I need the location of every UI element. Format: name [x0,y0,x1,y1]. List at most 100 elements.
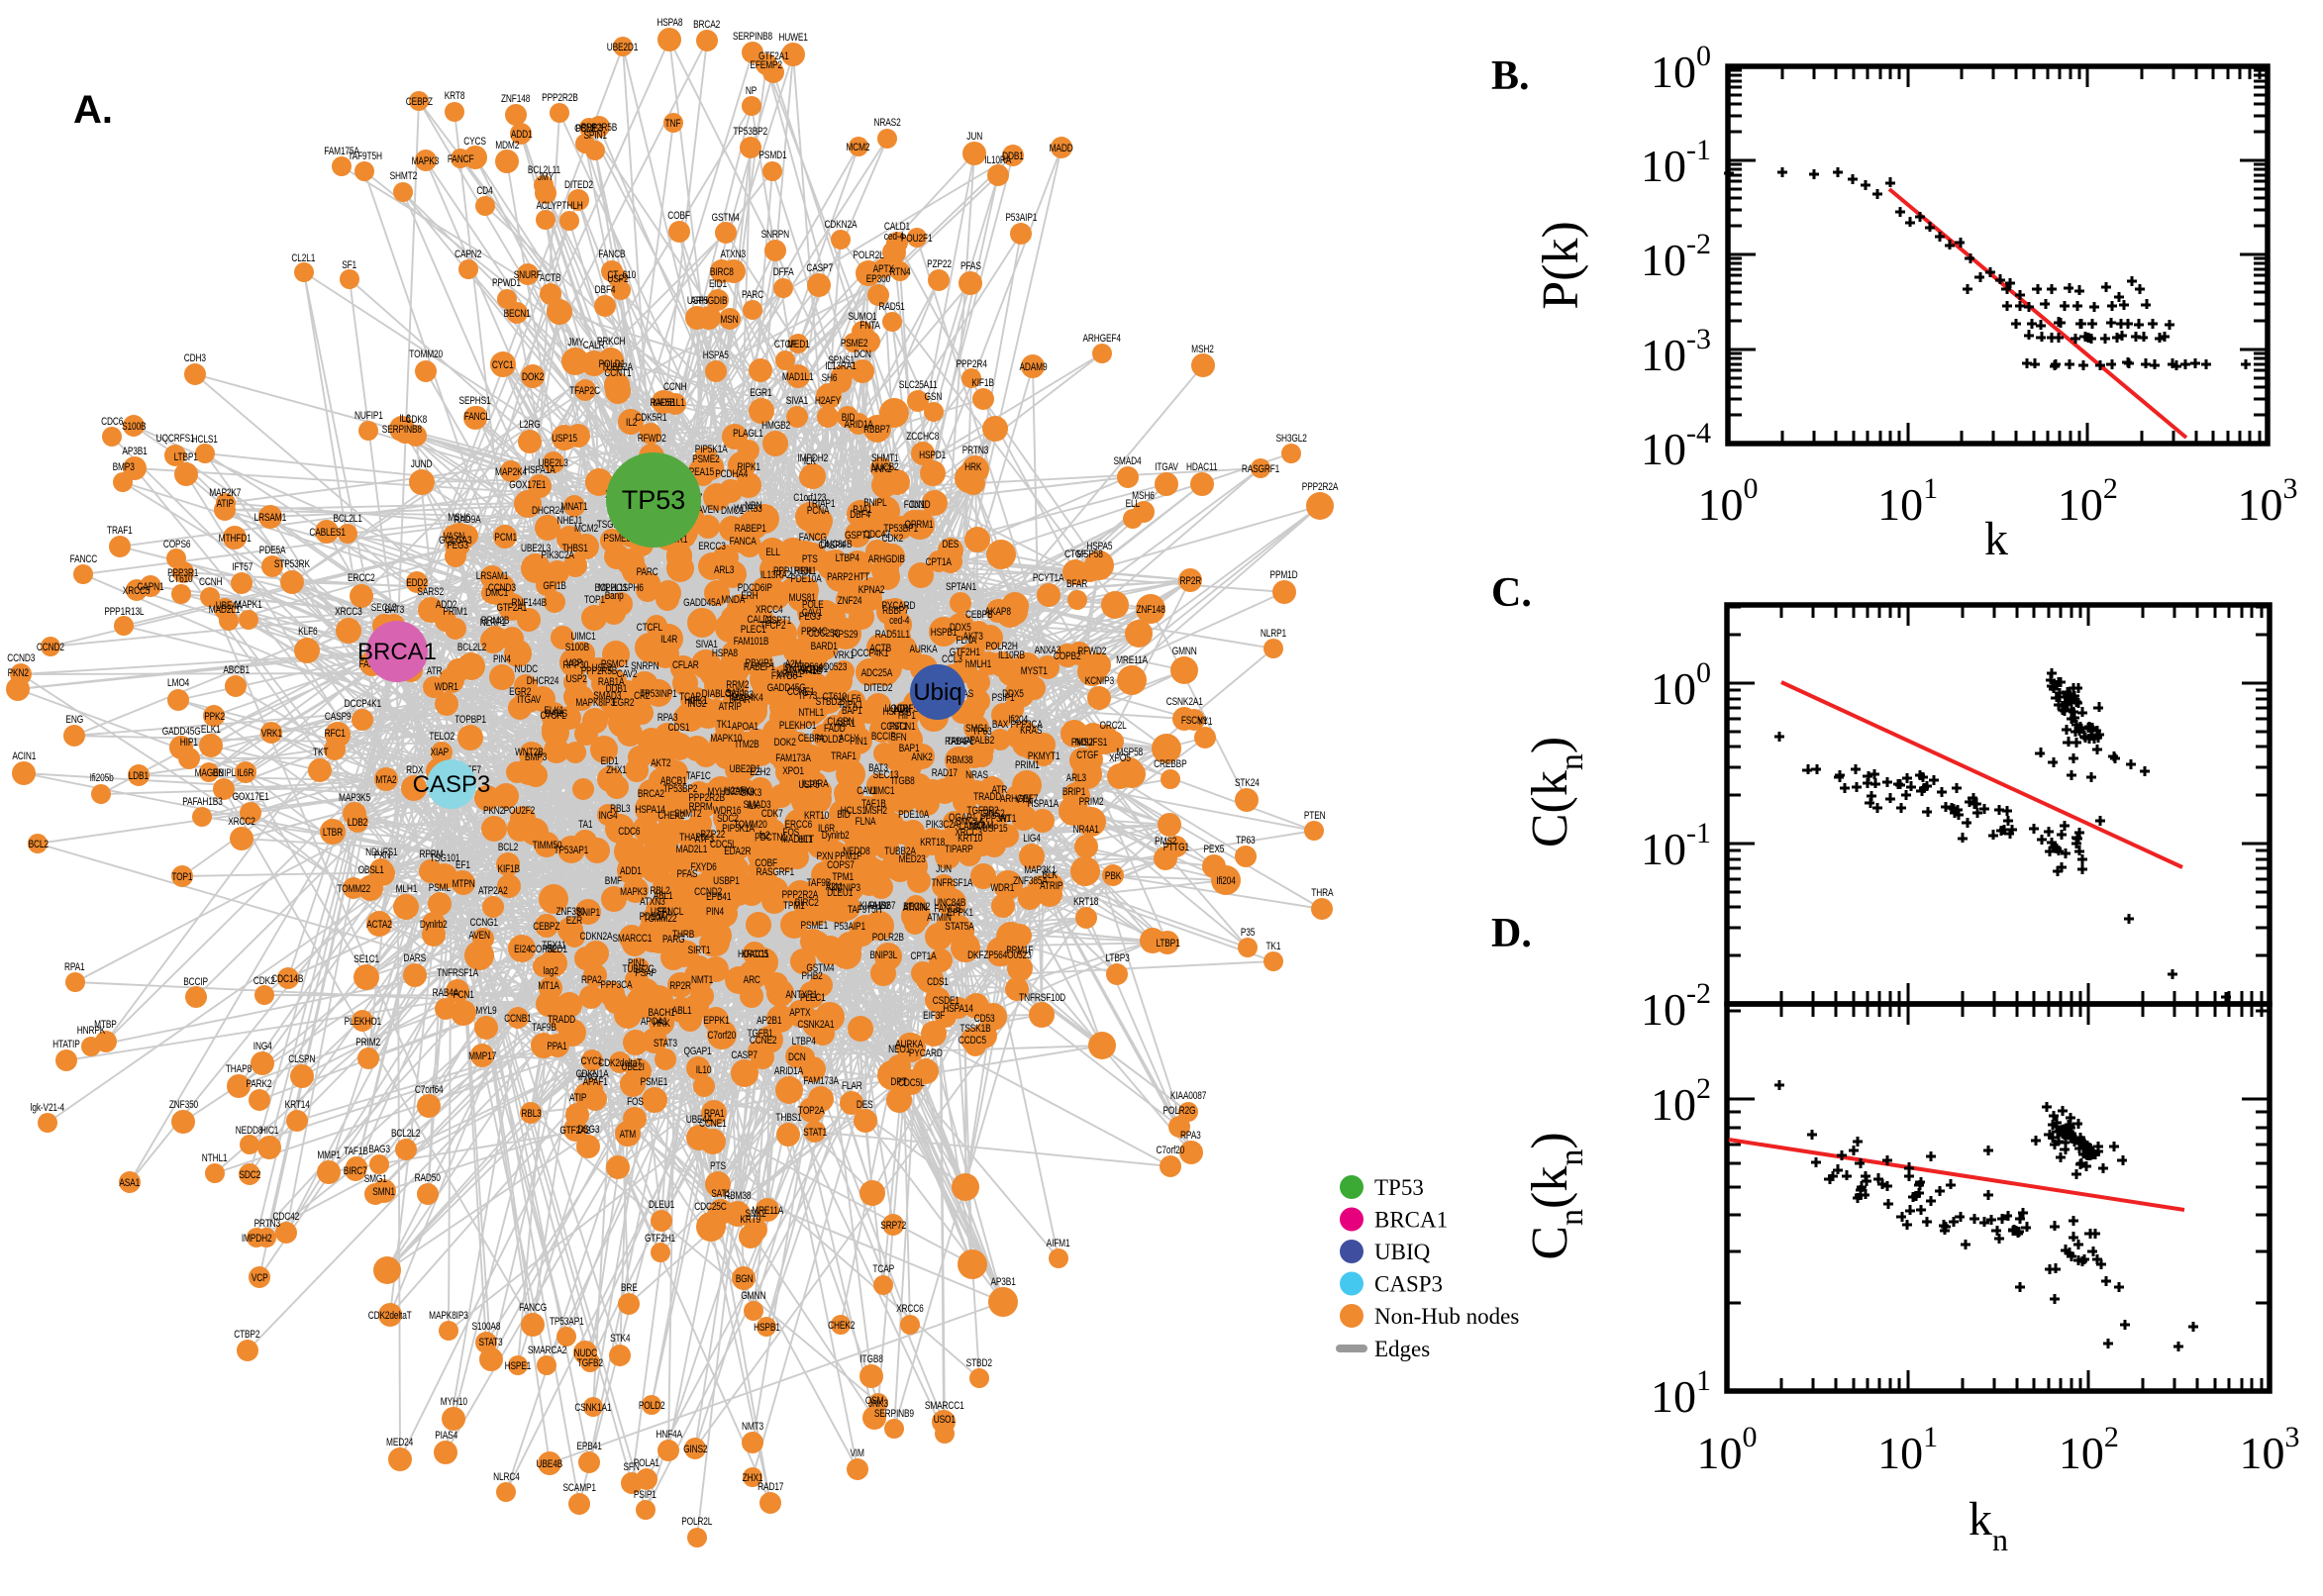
svg-text:GSN: GSN [925,391,943,403]
svg-text:SDC2: SDC2 [239,1169,260,1181]
svg-text:CDK2deltaT: CDK2deltaT [368,1310,412,1322]
svg-text:MRE11A: MRE11A [1116,654,1148,666]
svg-text:C.: C. [1491,570,1532,616]
svg-text:DPT: DPT [890,1076,906,1088]
svg-text:TNFRSF1A: TNFRSF1A [437,967,478,979]
svg-text:CHEK2: CHEK2 [657,810,684,822]
svg-text:USP2: USP2 [566,673,587,685]
svg-text:TK1: TK1 [717,719,732,731]
svg-text:IL10RA: IL10RA [984,154,1011,166]
svg-text:FLNA: FLNA [856,816,876,828]
svg-text:ATP2A2: ATP2A2 [478,885,508,897]
svg-text:CCNH: CCNH [199,576,223,588]
svg-text:CCNB1: CCNB1 [504,1013,532,1025]
svg-text:ATMIN: ATMIN [903,902,928,914]
svg-text:BNIPL: BNIPL [863,497,887,509]
svg-text:TAF1B: TAF1B [861,798,886,810]
svg-text:GOLGA3: GOLGA3 [439,535,471,547]
svg-text:NBN: NBN [745,500,761,512]
svg-text:BFAR: BFAR [729,694,750,706]
svg-text:PIN4: PIN4 [493,653,512,665]
svg-text:ING2: ING2 [687,698,706,710]
svg-text:RAB4A: RAB4A [433,987,459,999]
svg-text:THRB: THRB [672,929,694,941]
svg-text:DMC1: DMC1 [485,587,508,599]
svg-text:TP53BP2: TP53BP2 [733,126,767,138]
svg-text:PCM1: PCM1 [494,532,517,544]
svg-text:TAF1B: TAF1B [344,1146,368,1157]
svg-text:SPIN1: SPIN1 [583,130,606,142]
svg-text:RPRM: RPRM [689,801,713,813]
svg-text:ARL3: ARL3 [1066,772,1086,784]
svg-text:CCNE1: CCNE1 [787,686,815,698]
svg-text:PDE5A: PDE5A [259,545,286,556]
svg-text:Ifi205b: Ifi205b [90,772,115,784]
svg-text:RP2R: RP2R [1179,575,1201,587]
svg-text:BMP3: BMP3 [525,751,547,763]
svg-text:PSML: PSML [429,882,452,894]
svg-text:HSPA1A: HSPA1A [1028,798,1060,810]
svg-text:MSH6: MSH6 [1132,490,1155,502]
svg-text:SFN: SFN [624,1461,640,1473]
svg-text:IL4R: IL4R [660,634,677,646]
svg-text:SPNS1: SPNS1 [828,354,855,366]
svg-text:ARHGEF4: ARHGEF4 [1082,333,1121,345]
svg-text:CDS1: CDS1 [927,976,949,988]
svg-text:TUBB2A: TUBB2A [884,846,916,857]
svg-text:ARHGEF7: ARHGEF7 [1000,793,1038,805]
svg-text:CCND3: CCND3 [7,652,35,664]
svg-text:ADAM9: ADAM9 [1019,361,1047,373]
svg-text:PJA1: PJA1 [853,504,871,516]
svg-text:PTS: PTS [802,553,818,565]
svg-text:A.: A. [73,88,113,132]
svg-text:FOS: FOS [627,1096,644,1108]
svg-text:ATM: ATM [620,1129,637,1141]
svg-text:BMP3: BMP3 [113,461,135,473]
svg-text:CDK7: CDK7 [761,808,783,820]
svg-text:PLEC1: PLEC1 [800,992,826,1004]
svg-text:BCCIP: BCCIP [183,976,208,988]
svg-text:THAP8: THAP8 [679,832,705,844]
svg-text:PBK: PBK [1105,870,1122,882]
svg-text:SERPINB9: SERPINB9 [874,1408,914,1420]
svg-text:MAPK8IP3: MAPK8IP3 [575,697,615,709]
svg-text:BGN: BGN [736,1273,754,1285]
svg-text:TRIAP1: TRIAP1 [947,736,974,748]
svg-text:SEC13: SEC13 [371,602,397,614]
svg-text:CR2: CR2 [634,690,650,702]
svg-text:KLF6: KLF6 [298,626,317,638]
svg-text:ARHGDIB: ARHGDIB [690,295,727,307]
svg-text:TP53BP2: TP53BP2 [663,783,698,795]
svg-text:PARG: PARG [662,934,684,946]
svg-text:RIPK1: RIPK1 [738,461,760,473]
svg-text:FXYD6: FXYD6 [771,670,797,682]
svg-text:IL10RB: IL10RB [998,649,1025,661]
svg-text:USP5: USP5 [798,779,820,791]
svg-text:LTBR: LTBR [323,827,343,839]
svg-text:TOMM22: TOMM22 [644,913,677,925]
svg-text:SHMT2: SHMT2 [390,170,418,182]
svg-text:OSM: OSM [865,1395,884,1407]
svg-text:IL2: IL2 [626,417,637,429]
svg-text:NUDC: NUDC [574,1347,598,1359]
svg-text:CPT1A: CPT1A [926,556,953,568]
svg-text:PCDHA4: PCDHA4 [715,468,749,480]
svg-text:OBSL1: OBSL1 [358,864,384,876]
svg-text:BAP1: BAP1 [899,743,920,754]
svg-text:PLEKHO1: PLEKHO1 [345,1016,381,1028]
svg-text:KCNIP3: KCNIP3 [1085,675,1114,687]
svg-text:MTA2: MTA2 [375,774,396,786]
svg-text:PPWD1: PPWD1 [492,277,521,289]
svg-text:PSME1: PSME1 [641,1076,668,1088]
svg-text:PRIM2: PRIM2 [1079,796,1104,808]
svg-text:RBL3: RBL3 [610,803,630,815]
svg-text:MCM2: MCM2 [574,523,598,535]
svg-text:PIK3C2A: PIK3C2A [542,549,575,561]
svg-text:CT610: CT610 [168,573,193,585]
svg-text:LTBP1: LTBP1 [1156,938,1179,949]
svg-text:TP53AP1: TP53AP1 [555,845,589,856]
svg-text:VRK1: VRK1 [261,728,282,740]
svg-text:BMF: BMF [605,875,622,887]
svg-text:STBD2: STBD2 [966,1357,992,1369]
svg-text:ZNF350: ZNF350 [169,1099,199,1111]
